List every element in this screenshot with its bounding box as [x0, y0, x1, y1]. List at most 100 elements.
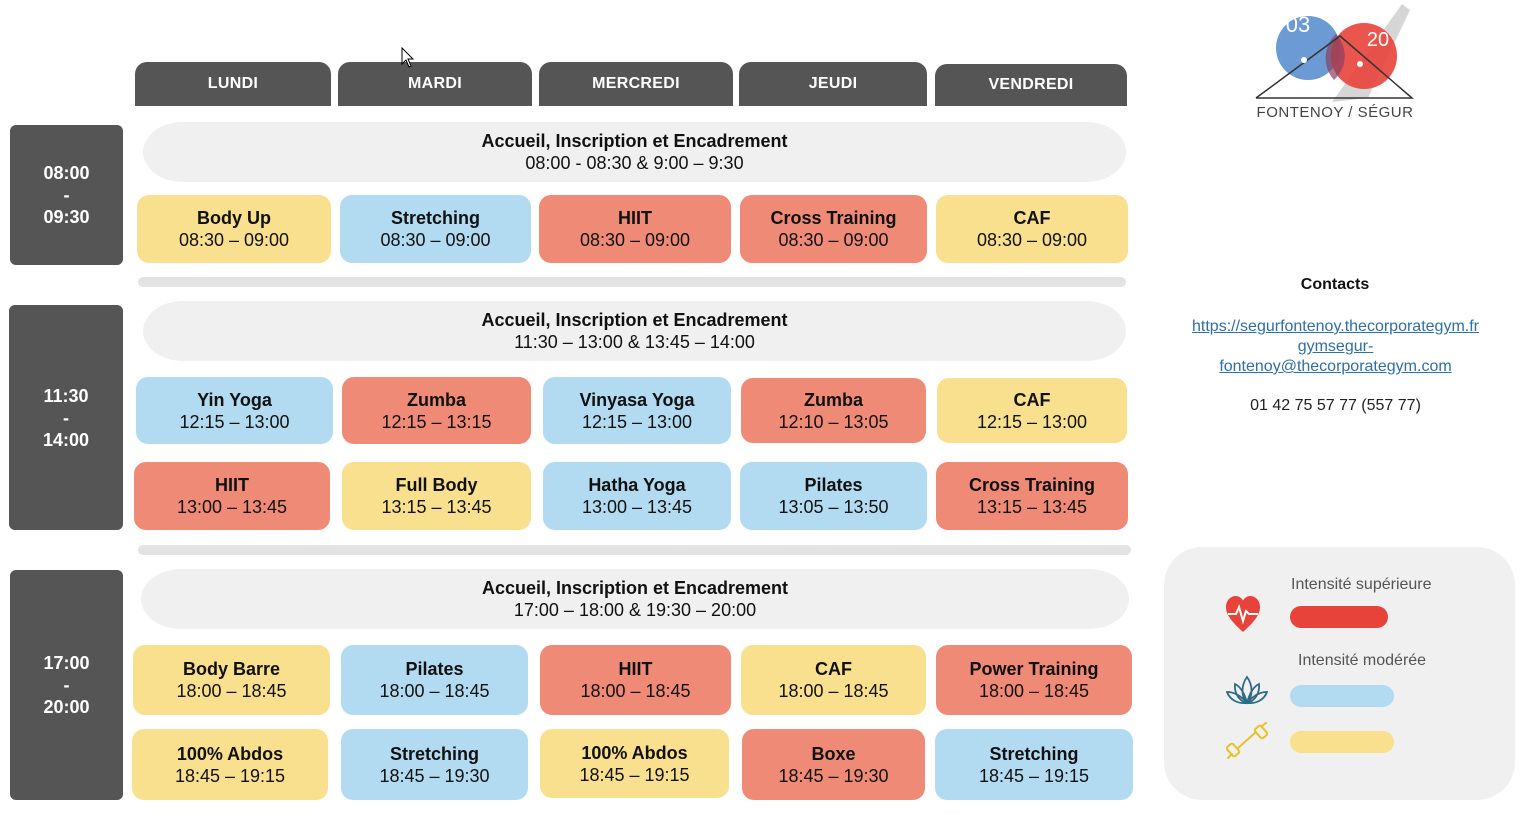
class-name: Pilates: [405, 659, 464, 679]
slot-end: 14:00: [42, 429, 90, 450]
day-header-mardi: MARDI: [338, 62, 532, 106]
class-time: 18:45 – 19:15: [579, 764, 690, 785]
class-name: Cross Training: [770, 208, 897, 228]
class-card[interactable]: Pilates 18:00 – 18:45: [341, 645, 528, 715]
class-card[interactable]: Vinyasa Yoga 12:15 – 13:00: [543, 377, 731, 444]
class-time: 18:00 – 18:45: [580, 681, 691, 701]
class-card[interactable]: CAF 12:15 – 13:00: [937, 378, 1127, 443]
slot-start: 17:00: [43, 653, 90, 673]
day-header-vendredi: VENDREDI: [935, 64, 1127, 106]
class-time: 12:15 – 13:15: [381, 411, 492, 432]
class-time: 08:30 – 09:00: [976, 230, 1088, 250]
class-name: Stretching: [989, 743, 1079, 764]
dumbbell-icon: [1226, 722, 1268, 759]
slot-start: 11:30: [43, 385, 89, 406]
day-header-mercredi: MERCREDI: [539, 62, 733, 106]
class-card[interactable]: Body Up 08:30 – 09:00: [137, 195, 331, 263]
class-name: HIIT: [618, 208, 652, 228]
class-card[interactable]: HIIT 08:30 – 09:00: [539, 195, 731, 263]
heartbeat-icon: [1226, 596, 1260, 632]
class-time: 18:45 – 19:15: [978, 765, 1090, 786]
class-time: 13:15 – 13:45: [976, 497, 1088, 517]
slot-dash: -: [63, 407, 69, 428]
class-card[interactable]: Yin Yoga 12:15 – 13:00: [136, 377, 333, 444]
lotus-icon: [1226, 675, 1268, 705]
class-card[interactable]: Zumba 12:15 – 13:15: [342, 377, 531, 444]
welcome-title: Accueil, Inscription et Encadrement: [481, 578, 789, 598]
class-name: HIIT: [618, 659, 653, 679]
class-time: 13:00 – 13:45: [176, 497, 288, 517]
class-time: 18:00 – 18:45: [176, 681, 287, 701]
welcome-times: 08:00 - 08:30 & 9:00 – 9:30: [525, 153, 744, 173]
class-card[interactable]: Stretching 08:30 – 09:00: [340, 195, 531, 263]
class-time: 18:45 – 19:30: [379, 765, 490, 786]
class-card[interactable]: Stretching 18:45 – 19:30: [341, 729, 528, 800]
class-name: Yin Yoga: [197, 389, 272, 410]
class-card[interactable]: Pilates 13:05 – 13:50: [740, 462, 927, 530]
class-name: Stretching: [390, 208, 480, 228]
welcome-banner-evening: Accueil, Inscription et Encadrement 17:0…: [141, 569, 1129, 629]
class-name: Cross Training: [968, 475, 1096, 495]
class-card[interactable]: Stretching 18:45 – 19:15: [935, 729, 1133, 800]
website-link[interactable]: https://segurfontenoy.thecorporategym.fr: [1192, 318, 1479, 335]
welcome-times: 17:00 – 18:00 & 19:30 – 20:00: [513, 600, 757, 620]
class-name: CAF: [815, 659, 852, 679]
legend-moderate-label: Intensité modérée: [1298, 652, 1427, 669]
class-time: 12:15 – 13:00: [179, 411, 290, 432]
class-time: 18:00 – 18:45: [978, 681, 1090, 701]
class-card[interactable]: Full Body 13:15 – 13:45: [342, 462, 531, 530]
class-card[interactable]: Hatha Yoga 13:00 – 13:45: [543, 462, 731, 530]
legend-red-bar: [1290, 606, 1388, 628]
class-card[interactable]: 100% Abdos 18:45 – 19:15: [132, 729, 328, 800]
legend-yellow-bar: [1290, 731, 1394, 753]
slot-end: 09:30: [43, 207, 90, 227]
class-time: 08:30 – 09:00: [380, 230, 491, 250]
class-name: CAF: [1013, 389, 1051, 410]
class-name: HIIT: [215, 475, 249, 495]
section-separator: [138, 277, 1126, 287]
class-time: 13:05 – 13:50: [778, 497, 889, 517]
logo-right-number: 20: [1367, 29, 1389, 51]
class-card[interactable]: Body Barre 18:00 – 18:45: [133, 645, 330, 715]
class-card[interactable]: CAF 08:30 – 09:00: [936, 195, 1128, 263]
gym-logo: 03 20: [1255, 4, 1415, 102]
class-card[interactable]: Cross Training 08:30 – 09:00: [740, 195, 927, 263]
phone-number: 01 42 75 57 77 (557 77): [1250, 397, 1421, 414]
class-time: 13:00 – 13:45: [581, 497, 693, 517]
class-time: 12:15 – 13:00: [581, 411, 693, 432]
slot-end: 20:00: [43, 697, 90, 717]
class-card[interactable]: Cross Training 13:15 – 13:45: [936, 462, 1128, 530]
logo-blue-circle: [1276, 16, 1340, 80]
time-slot-morning: 08:00 - 09:30: [10, 125, 123, 265]
class-time: 18:00 – 18:45: [778, 681, 889, 701]
class-time: 18:00 – 18:45: [379, 681, 490, 701]
email-link[interactable]: gymsegur- fontenoy@thecorporategym.com: [1168, 337, 1503, 377]
class-card[interactable]: HIIT 18:00 – 18:45: [540, 645, 731, 715]
section-separator: [138, 545, 1131, 555]
class-time: 13:15 – 13:45: [381, 497, 492, 517]
legend-blue-bar: [1290, 685, 1394, 707]
class-card[interactable]: CAF 18:00 – 18:45: [741, 645, 926, 715]
class-card[interactable]: Power Training 18:00 – 18:45: [936, 645, 1132, 715]
logo-overlap: [1325, 34, 1345, 80]
welcome-banner-noon: Accueil, Inscription et Encadrement 11:3…: [143, 301, 1126, 361]
mouse-cursor-icon: [401, 47, 415, 68]
class-time: 08:30 – 09:00: [579, 230, 691, 250]
time-slot-noon: 11:30 - 14:00: [9, 305, 123, 530]
day-header-jeudi: JEUDI: [739, 62, 927, 106]
email-line-1: gymsegur-: [1297, 338, 1374, 355]
class-card[interactable]: Boxe 18:45 – 19:30: [742, 729, 925, 800]
class-name: Boxe: [811, 743, 856, 764]
class-card[interactable]: Zumba 12:10 – 13:05: [741, 378, 926, 443]
logo-dot: [1357, 61, 1363, 67]
class-card[interactable]: 100% Abdos 18:45 – 19:15: [540, 729, 729, 798]
contacts-title: Contacts: [1300, 276, 1370, 293]
logo-dot: [1301, 57, 1307, 63]
slot-dash: -: [63, 675, 70, 695]
class-name: Pilates: [804, 475, 863, 495]
legend-high-label: Intensité supérieure: [1291, 576, 1432, 593]
class-name: 100% Abdos: [581, 742, 688, 763]
welcome-banner-morning: Accueil, Inscription et Encadrement 08:0…: [143, 122, 1126, 182]
class-card[interactable]: HIIT 13:00 – 13:45: [134, 462, 330, 530]
class-name: Zumba: [803, 389, 863, 410]
